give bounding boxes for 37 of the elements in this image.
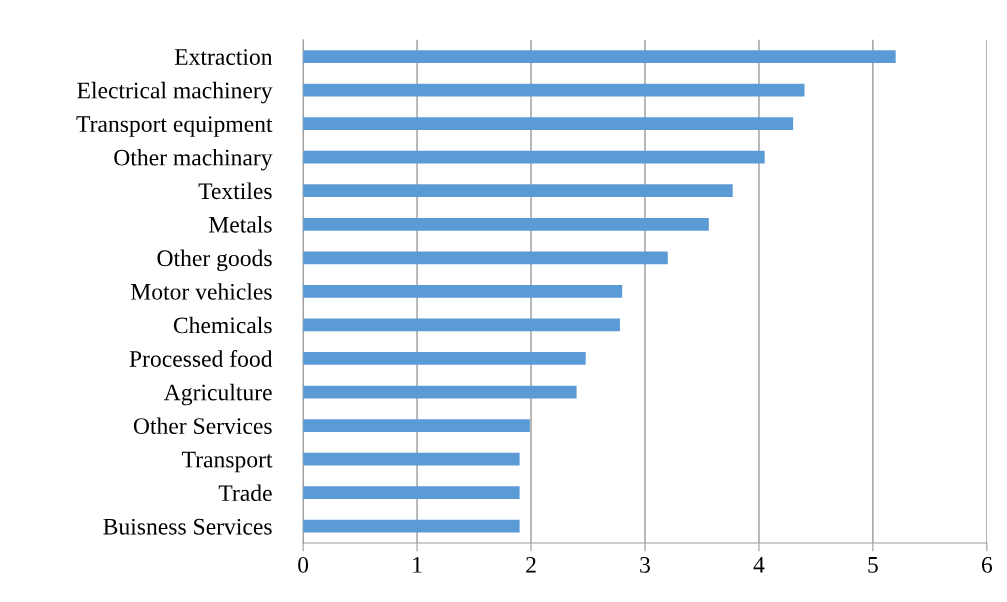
bar [303,83,805,97]
bar [303,117,794,130]
bar [303,150,765,164]
y-tick-label: Electrical machinery [77,81,273,104]
y-tick-label: Textiles [198,182,272,200]
x-tick-label: 6 [981,556,993,573]
y-tick-label: Agriculture [163,383,272,406]
x-tick-label: 0 [298,556,309,573]
y-tick-label: Motor vehicles [130,283,272,300]
y-tick-label: Processed food [129,350,273,367]
bar [303,352,586,365]
y-tick-label: Trade [218,484,272,502]
bar [303,318,620,332]
y-tick-label: Buisness Services [103,518,272,535]
bar [303,284,623,298]
bar [303,251,668,265]
y-tick-label: Other Services [133,417,272,434]
x-tick-label: 5 [868,557,878,573]
bar [303,385,577,399]
y-tick-label: Extraction [174,49,273,65]
bar [303,50,896,63]
y-tick-label: Chemicals [173,316,272,334]
bar [303,217,709,231]
x-tick-label: 3 [640,556,650,573]
x-tick-label: 4 [753,557,765,573]
bar [303,452,520,466]
bar [303,419,530,432]
bar [303,486,520,500]
y-tick-label: Other goods [157,249,272,272]
y-tick-label: Other machinary [114,148,273,171]
bar [303,519,520,533]
x-tick-label: 2 [526,556,536,573]
bar [303,184,733,198]
x-tick-label: 1 [413,557,422,573]
y-tick-label: Transport equipment [76,116,273,137]
y-tick-label: Metals [208,216,272,233]
y-tick-label: Transport [182,451,273,473]
